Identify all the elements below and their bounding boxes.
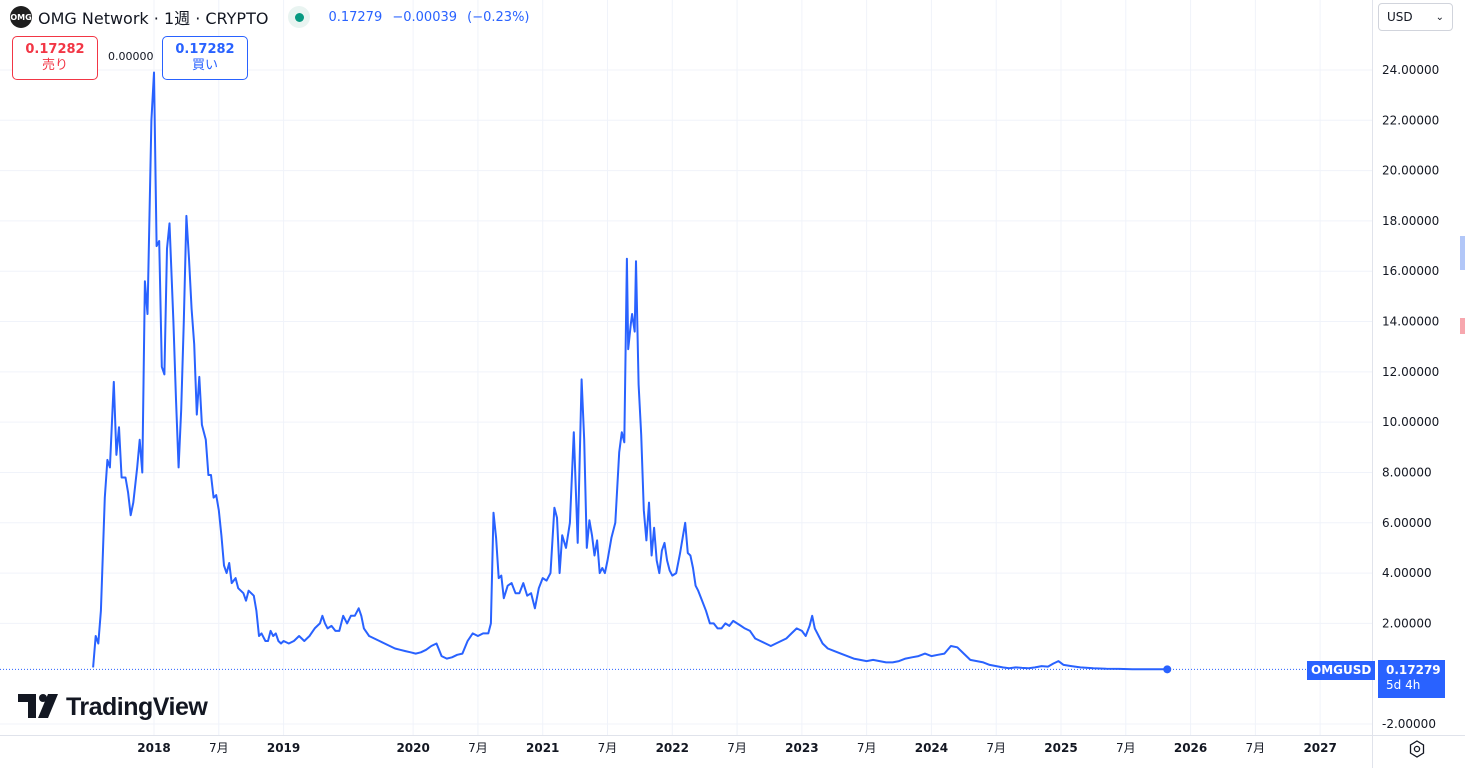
y-tick-label: 8.00000 [1382, 465, 1432, 479]
price-change: −0.00039 [392, 9, 458, 25]
currency-value: USD [1387, 10, 1413, 24]
y-tick-label: 2.00000 [1382, 616, 1432, 630]
x-tick-label: 2023 [785, 741, 818, 755]
x-tick-label: 7月 [727, 741, 747, 755]
chevron-down-icon: ⌄ [1435, 11, 1444, 23]
y-tick-label: 6.00000 [1382, 516, 1432, 530]
last-price-tag: 0.17279 5d 4h [1378, 660, 1445, 698]
y-tick-label: 12.00000 [1382, 365, 1439, 379]
y-tick-label: 18.00000 [1382, 214, 1439, 228]
x-tick-label: 2024 [915, 741, 948, 755]
buy-label: 買い [191, 58, 218, 73]
omg-logo-icon: OMG [10, 6, 32, 28]
price-change-percent: (−0.23%) [467, 9, 530, 25]
y-tick-label: 16.00000 [1382, 264, 1439, 278]
x-tick-label: 7月 [1246, 741, 1266, 755]
tradingview-logo-icon [18, 694, 58, 718]
x-tick-label: 2019 [267, 741, 300, 755]
symbol-price-tag: OMGUSD [1307, 661, 1376, 680]
x-tick-label: 2018 [137, 741, 170, 755]
y-tick-label: 24.00000 [1382, 63, 1439, 77]
bar-countdown: 5d 4h [1386, 678, 1421, 692]
spread-value: 0.00000 [108, 50, 154, 63]
x-tick-label: 7月 [468, 741, 488, 755]
gear-icon[interactable] [1406, 738, 1428, 760]
y-tick-label: 10.00000 [1382, 415, 1439, 429]
sell-price: 0.17282 [25, 42, 85, 57]
right-edge-marker-red [1460, 318, 1465, 334]
x-tick-label: 2022 [656, 741, 689, 755]
tradingview-logo[interactable]: TradingView [16, 688, 208, 726]
x-tick-label: 2027 [1303, 741, 1336, 755]
x-tick-label: 2026 [1174, 741, 1207, 755]
x-tick-label: 7月 [857, 741, 877, 755]
x-tick-label: 7月 [1116, 741, 1136, 755]
price-series-line [92, 71, 1168, 671]
right-edge-marker-blue [1460, 236, 1465, 270]
last-price-tag-value: 0.17279 [1386, 663, 1441, 677]
logo-text: TradingView [66, 692, 208, 721]
market-status-icon[interactable] [288, 6, 311, 28]
y-tick-label: 4.00000 [1382, 566, 1432, 580]
x-tick-label: 7月 [986, 741, 1006, 755]
currency-select[interactable]: USD ⌄ [1378, 3, 1453, 31]
last-price-point [1163, 665, 1172, 674]
x-tick-label: 2021 [526, 741, 559, 755]
x-tick-label: 7月 [209, 741, 229, 755]
symbol-header: OMG OMG Network · 1週 · CRYPTO 0.17279 −0… [10, 6, 536, 28]
sell-label: 売り [41, 58, 68, 73]
y-tick-label: 22.00000 [1382, 113, 1439, 127]
sell-button[interactable]: 0.17282 売り [12, 36, 98, 80]
x-tick-label: 7月 [598, 741, 618, 755]
x-tick-label: 2025 [1044, 741, 1077, 755]
y-tick-label: 14.00000 [1382, 315, 1439, 329]
y-tick-label: -2.00000 [1382, 717, 1436, 731]
last-price: 0.17279 [328, 9, 383, 25]
y-tick-label: 20.00000 [1382, 164, 1439, 178]
quote-info: 0.17279 −0.00039 (−0.23%) [328, 10, 535, 25]
buy-button[interactable]: 0.17282 買い [162, 36, 248, 80]
buy-price: 0.17282 [175, 42, 235, 57]
symbol-title[interactable]: OMG Network · 1週 · CRYPTO [38, 9, 269, 28]
x-tick-label: 2020 [396, 741, 429, 755]
